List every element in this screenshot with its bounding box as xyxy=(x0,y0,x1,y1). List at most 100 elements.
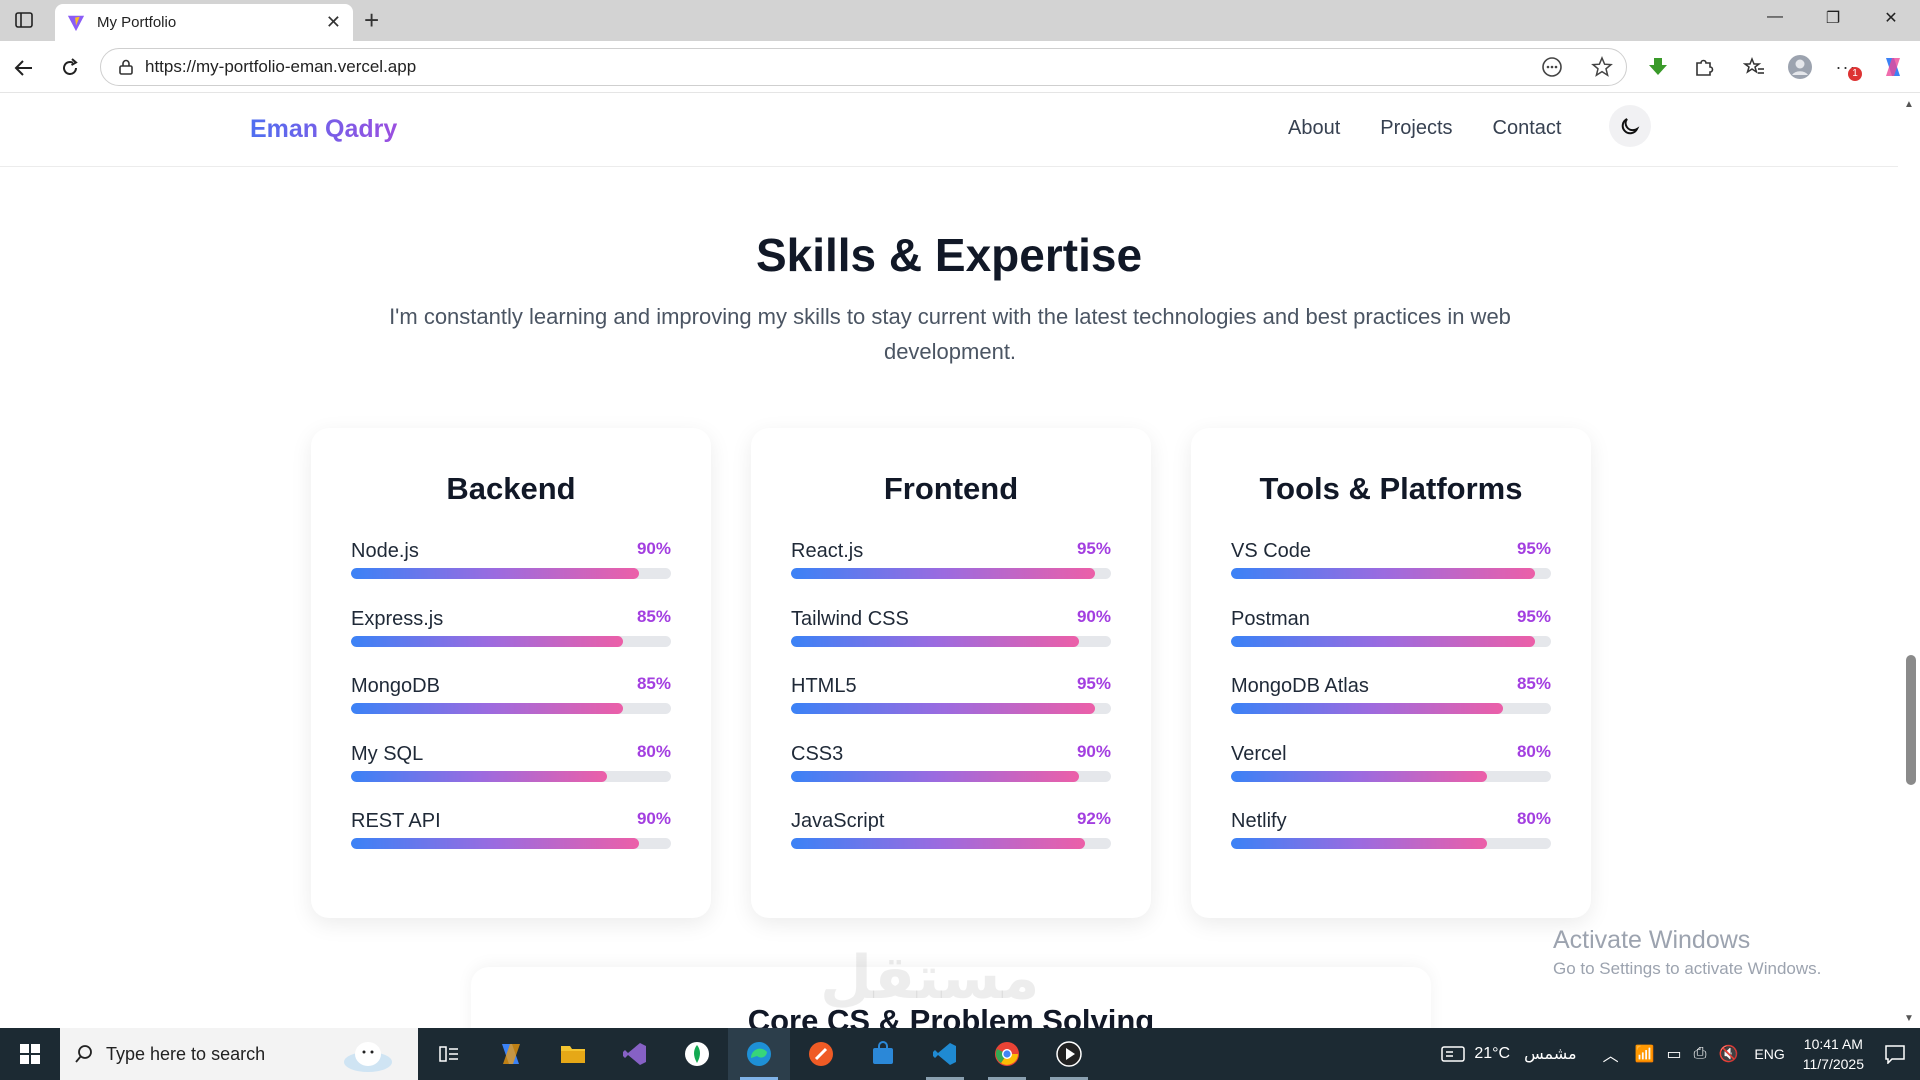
skill-card-title: Tools & Platforms xyxy=(1259,471,1523,506)
skill-percent: 80% xyxy=(636,741,671,761)
start-button[interactable] xyxy=(0,1028,60,1080)
skill-progress-track xyxy=(791,770,1111,782)
favorites-collection-icon[interactable] xyxy=(1740,53,1768,81)
chrome-icon[interactable] xyxy=(976,1028,1038,1080)
skill-progress-fill xyxy=(1231,703,1503,714)
postman-icon[interactable] xyxy=(790,1028,852,1080)
skill-progress-track xyxy=(351,568,671,579)
visual-studio-icon[interactable] xyxy=(604,1028,666,1080)
reload-icon[interactable] xyxy=(57,55,83,81)
nav-link-projects[interactable]: Projects xyxy=(1380,117,1453,139)
restore-button[interactable]: ❐ xyxy=(1825,10,1841,27)
skill-name: Vercel xyxy=(1231,742,1287,765)
skill-row: REST API 90% xyxy=(351,799,671,867)
skill-row: HTML5 95% xyxy=(791,664,1111,732)
skill-percent: 92% xyxy=(1076,809,1111,828)
mongodb-compass-icon[interactable] xyxy=(666,1028,728,1080)
search-placeholder: Type here to search xyxy=(106,1043,266,1064)
tab-close-icon[interactable]: ✕ xyxy=(325,12,341,32)
skill-name: HTML5 xyxy=(791,675,857,697)
task-view-icon[interactable] xyxy=(418,1028,480,1080)
back-icon[interactable] xyxy=(11,55,37,81)
copilot-app-icon[interactable] xyxy=(480,1028,542,1080)
skill-progress-track xyxy=(791,635,1111,647)
extensions-puzzle-icon[interactable] xyxy=(1690,53,1718,81)
favorite-star-icon[interactable] xyxy=(1591,49,1613,85)
watermark-url: mostaql.com xyxy=(878,1018,1025,1028)
page-viewport: Eman Qadry About Projects Contact Skills… xyxy=(0,93,1920,1028)
skill-percent: 85% xyxy=(636,674,671,693)
nav-link-about[interactable]: About xyxy=(1288,117,1341,139)
running-app-indicator xyxy=(988,1077,1026,1080)
minimize-button[interactable]: — xyxy=(1767,8,1783,25)
skill-name: CSS3 xyxy=(791,742,844,765)
activate-title: Activate Windows xyxy=(1553,926,1751,954)
clock[interactable]: 10:41 AM 11/7/2025 xyxy=(1803,1034,1864,1074)
language-indicator[interactable]: ENG xyxy=(1754,1046,1785,1062)
weather-description[interactable]: مشمس xyxy=(1524,1046,1577,1063)
skill-percent: 90% xyxy=(636,809,671,828)
copilot-icon[interactable] xyxy=(1879,53,1907,81)
theme-toggle-button[interactable] xyxy=(1609,105,1651,147)
active-tab[interactable]: My Portfolio ✕ xyxy=(55,4,353,41)
skill-progress-track xyxy=(351,703,671,714)
skill-progress-fill xyxy=(1231,568,1535,579)
skills-title: Skills & Expertise xyxy=(755,229,1143,281)
scroll-up-icon[interactable]: ▲ xyxy=(1904,99,1914,110)
nav-link-contact[interactable]: Contact xyxy=(1492,117,1562,139)
skill-name: Node.js xyxy=(351,540,419,562)
file-explorer-icon[interactable] xyxy=(542,1028,604,1080)
volume-muted-icon[interactable]: 🔇 xyxy=(1718,1046,1739,1063)
polar-bear-search-art-icon xyxy=(344,1042,392,1072)
sidebar-toggle-icon[interactable] xyxy=(12,9,36,31)
clock-time: 10:41 AM xyxy=(1803,1036,1863,1052)
profile-avatar-icon[interactable] xyxy=(1786,53,1814,81)
skill-name: REST API xyxy=(351,810,441,832)
skill-progress-fill xyxy=(1231,635,1535,647)
vscode-icon[interactable] xyxy=(914,1028,976,1080)
skill-row: Postman 95% xyxy=(1231,597,1551,665)
address-bar[interactable]: https://my-portfolio-eman.vercel.app xyxy=(100,48,1627,86)
skill-row: Netlify 80% xyxy=(1231,799,1551,867)
browser-toolbar: https://my-portfolio-eman.vercel.app ···… xyxy=(0,41,1920,93)
skill-name: Postman xyxy=(1231,607,1310,630)
notification-badge: 1 xyxy=(1848,67,1862,81)
scrollbar-thumb[interactable] xyxy=(1906,655,1916,785)
taskbar-search-box[interactable]: Type here to search xyxy=(60,1028,418,1080)
skill-percent: 95% xyxy=(1076,539,1111,558)
notification-center-icon[interactable] xyxy=(1884,1044,1906,1064)
brand-logo[interactable]: Eman Qadry xyxy=(250,115,398,143)
page-scrollbar[interactable]: ▲ ▼ xyxy=(1898,93,1920,1028)
scroll-down-icon[interactable]: ▼ xyxy=(1904,1013,1914,1024)
store-icon[interactable] xyxy=(852,1028,914,1080)
network-icon[interactable]: 📶 xyxy=(1634,1046,1655,1063)
media-player-icon[interactable] xyxy=(1038,1028,1100,1080)
reader-icon[interactable] xyxy=(1541,49,1563,85)
new-tab-button[interactable]: + xyxy=(364,5,380,35)
skill-progress-track xyxy=(1231,635,1551,647)
close-window-button[interactable]: ✕ xyxy=(1884,10,1898,27)
skill-progress-fill xyxy=(791,703,1095,714)
download-extension-icon[interactable] xyxy=(1644,53,1672,81)
more-menu-icon[interactable]: ··· 1 xyxy=(1832,53,1862,81)
skill-name: MongoDB Atlas xyxy=(1231,675,1369,697)
weather-widget-icon[interactable] xyxy=(1440,1044,1466,1064)
show-hidden-icons-icon[interactable]: ︿ xyxy=(1602,1048,1619,1065)
battery-icon[interactable]: ▭ xyxy=(1666,1046,1682,1063)
weather-temperature[interactable]: 21°C xyxy=(1474,1045,1511,1062)
skill-percent: 90% xyxy=(636,539,671,558)
running-app-indicator xyxy=(1050,1077,1088,1080)
meet-now-icon[interactable]: ⎙ xyxy=(1693,1045,1707,1062)
skill-percent: 80% xyxy=(1516,809,1551,828)
skill-row: Express.js 85% xyxy=(351,597,671,665)
skill-percent: 85% xyxy=(1516,674,1551,693)
skill-row: MongoDB 85% xyxy=(351,664,671,732)
skill-card: Tools & Platforms VS Code 95% Postman 95% Mon… xyxy=(1191,428,1591,918)
windows-logo-icon xyxy=(20,1044,40,1064)
skill-progress-track xyxy=(791,568,1111,579)
skill-row: Node.js 90% xyxy=(351,529,671,597)
core-cs-card: Core CS & Problem Solving xyxy=(471,967,1431,1028)
skill-name: VS Code xyxy=(1231,540,1312,562)
edge-browser-icon[interactable] xyxy=(728,1028,790,1080)
browser-tab-strip: My Portfolio ✕ + — ❐ ✕ xyxy=(0,0,1920,41)
